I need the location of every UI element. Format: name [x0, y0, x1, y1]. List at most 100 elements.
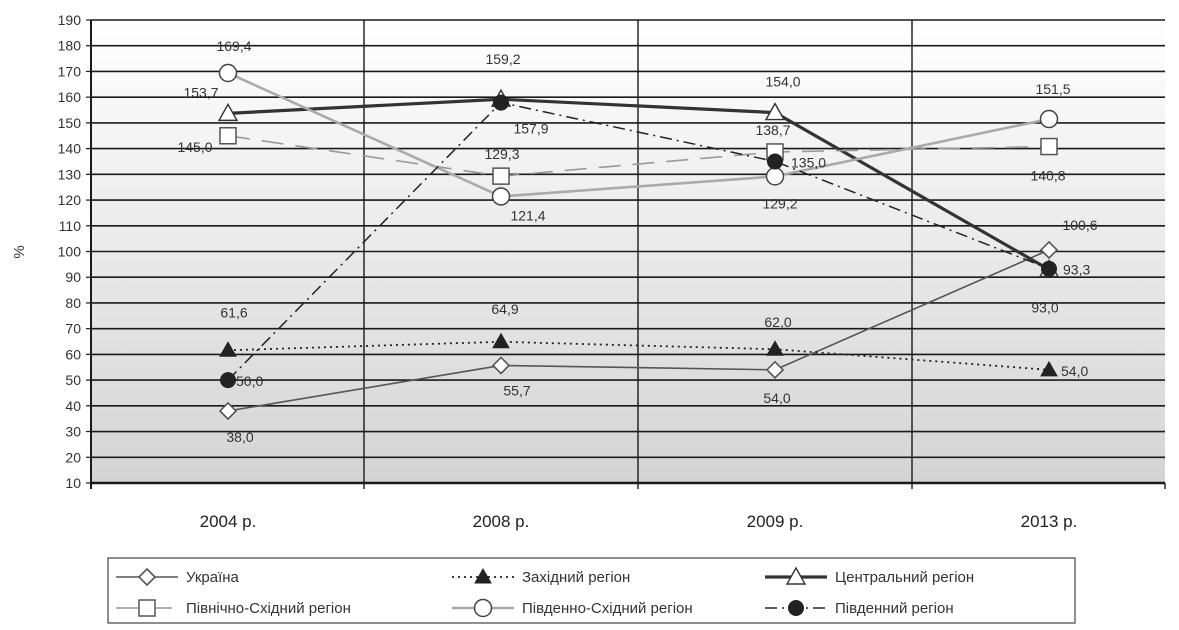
data-point [1040, 360, 1058, 377]
y-tick-label: 180 [58, 38, 82, 54]
legend-label: Північно-Східний регіон [186, 600, 351, 617]
data-label: 93,3 [1063, 262, 1090, 278]
grid-lines [86, 19, 1165, 485]
data-label: 50,0 [236, 373, 263, 389]
data-point [491, 356, 511, 375]
category-grid-lines [90, 20, 1166, 489]
data-point [491, 187, 511, 206]
y-tick-label: 170 [58, 63, 82, 79]
y-tick-label: 70 [65, 321, 81, 337]
y-tick-label: 120 [58, 192, 82, 208]
data-point [219, 127, 237, 145]
data-label: 100,6 [1062, 217, 1097, 233]
y-axis-tick-labels: 10 20 30 40 50 60 70 80 90 100 110 120 130 140 150 160 1… [58, 12, 82, 491]
data-point [764, 102, 786, 121]
data-label: 61,6 [220, 304, 247, 320]
data-label: 54,0 [1061, 363, 1088, 379]
data-label: 138,7 [755, 122, 790, 138]
x-tick-label: 2004 р. [200, 512, 257, 531]
data-label: 145,0 [177, 139, 212, 155]
legend-item: Північно-Східний регіон [116, 599, 351, 617]
legend-label: Західний регіон [522, 569, 630, 586]
data-point [473, 598, 493, 618]
y-tick-label: 110 [59, 218, 82, 234]
legend-label: Південно-Східний регіон [522, 600, 693, 617]
series-line [227, 101, 1050, 381]
data-labels: 38,0 55,7 54,0 100,6 61,6 64,9 62,0 54,0 153,7 15… [177, 38, 1097, 445]
series-line [227, 249, 1050, 412]
data-point [1040, 137, 1058, 156]
y-tick-label: 80 [65, 295, 81, 311]
data-point [492, 167, 510, 185]
series-line [227, 340, 1050, 371]
legend-item: Західний регіон [452, 567, 630, 586]
y-tick-label: 160 [58, 89, 82, 105]
legend-label: Південний регіон [835, 600, 954, 617]
data-point [1041, 260, 1057, 277]
data-point [138, 599, 156, 617]
y-tick-label: 140 [58, 141, 82, 157]
legend-box [107, 557, 1076, 624]
x-axis-tick-labels: 2004 р. 2008 р. 2009 р. 2013 р. [200, 512, 1078, 531]
data-label: 62,0 [764, 314, 791, 330]
data-point [765, 360, 785, 379]
data-point [474, 567, 492, 584]
data-label: 140,8 [1030, 168, 1065, 184]
data-label: 157,9 [513, 121, 548, 137]
data-label: 93,0 [1031, 300, 1058, 316]
x-tick-label: 2013 р. [1021, 512, 1078, 531]
data-point [137, 567, 157, 587]
y-tick-label: 150 [58, 115, 82, 131]
data-point [765, 167, 785, 186]
y-axis-label: % [11, 245, 28, 258]
y-tick-label: 50 [65, 372, 81, 388]
data-label: 38,0 [226, 429, 253, 445]
data-label: 55,7 [503, 382, 530, 398]
data-label: 129,2 [762, 195, 797, 211]
data-label: 153,7 [183, 84, 218, 100]
y-tick-label: 100 [58, 244, 82, 260]
legend-item: Україна [116, 567, 240, 587]
x-tick-label: 2009 р. [747, 512, 804, 531]
y-tick-label: 90 [65, 269, 81, 285]
data-point [492, 332, 510, 349]
data-label: 159,2 [485, 51, 520, 67]
legend-label: Центральний регіон [835, 569, 974, 586]
y-tick-label: 130 [58, 166, 82, 182]
data-label: 169,4 [216, 38, 251, 54]
series-line [227, 71, 1050, 198]
data-point [788, 600, 804, 616]
series-line [227, 134, 1050, 177]
y-tick-label: 30 [65, 424, 81, 440]
data-label: 54,0 [763, 390, 790, 406]
legend-item: Центральний регіон [765, 566, 974, 586]
legend: Україна Західний регіон Центральний регіон… [107, 557, 1076, 624]
data-point [217, 102, 239, 122]
data-label: 135,0 [791, 154, 826, 170]
legend-item: Південно-Східний регіон [452, 598, 693, 618]
series-lines [227, 71, 1050, 412]
data-label: 121,4 [510, 207, 545, 223]
data-point [766, 340, 784, 356]
y-tick-label: 40 [65, 398, 81, 414]
y-tick-label: 60 [65, 346, 81, 362]
data-point [493, 94, 509, 111]
data-point [1039, 240, 1059, 260]
data-point [219, 341, 237, 357]
data-label: 129,3 [484, 146, 519, 162]
legend-item: Південний регіон [765, 600, 954, 617]
y-tick-label: 190 [58, 12, 82, 28]
legend-label: Україна [186, 569, 240, 586]
data-point [785, 566, 807, 585]
data-point [220, 372, 236, 389]
data-point [767, 153, 783, 170]
series-line [227, 97, 1050, 271]
data-point [1039, 109, 1059, 129]
x-tick-label: 2008 р. [473, 512, 530, 531]
data-point [218, 401, 238, 421]
data-label: 151,5 [1035, 81, 1070, 97]
data-label: 154,0 [765, 74, 800, 90]
y-tick-label: 20 [65, 449, 81, 465]
y-tick-label: 10 [65, 475, 81, 491]
